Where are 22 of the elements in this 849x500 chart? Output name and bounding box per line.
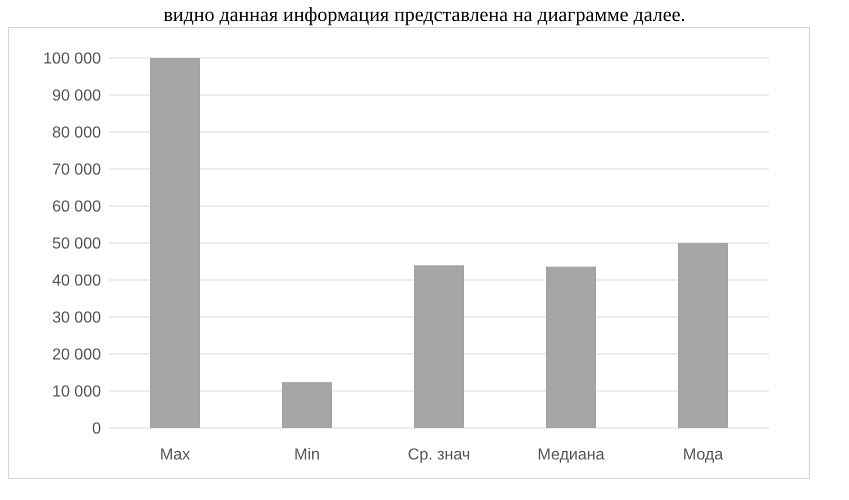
x-tick-label: Медиана bbox=[538, 446, 605, 464]
y-tick-label: 40 000 bbox=[52, 272, 102, 290]
bar bbox=[414, 265, 464, 428]
bar bbox=[546, 266, 596, 428]
bar bbox=[150, 58, 200, 428]
y-tick-label: 70 000 bbox=[52, 162, 102, 179]
y-tick-label: 20 000 bbox=[52, 346, 102, 364]
y-tick-label: 10 000 bbox=[52, 384, 102, 401]
x-tick-label: Max bbox=[160, 446, 190, 464]
y-tick-label: 0 bbox=[92, 420, 102, 438]
y-tick-label: 100 000 bbox=[43, 50, 102, 68]
y-tick-label: 60 000 bbox=[52, 198, 102, 216]
y-tick-label: 90 000 bbox=[52, 88, 102, 105]
bar bbox=[678, 243, 728, 428]
y-tick-label: 80 000 bbox=[52, 124, 102, 142]
y-tick-label: 50 000 bbox=[52, 236, 102, 253]
bar bbox=[282, 382, 332, 428]
x-tick-label: Ср. знач bbox=[408, 446, 470, 464]
x-tick-label: Мода bbox=[682, 446, 724, 464]
y-tick-label: 30 000 bbox=[52, 310, 102, 327]
text: видно данная информация представлена на диаграмме далее. bbox=[162, 4, 687, 27]
x-tick-label: Min bbox=[294, 446, 320, 464]
